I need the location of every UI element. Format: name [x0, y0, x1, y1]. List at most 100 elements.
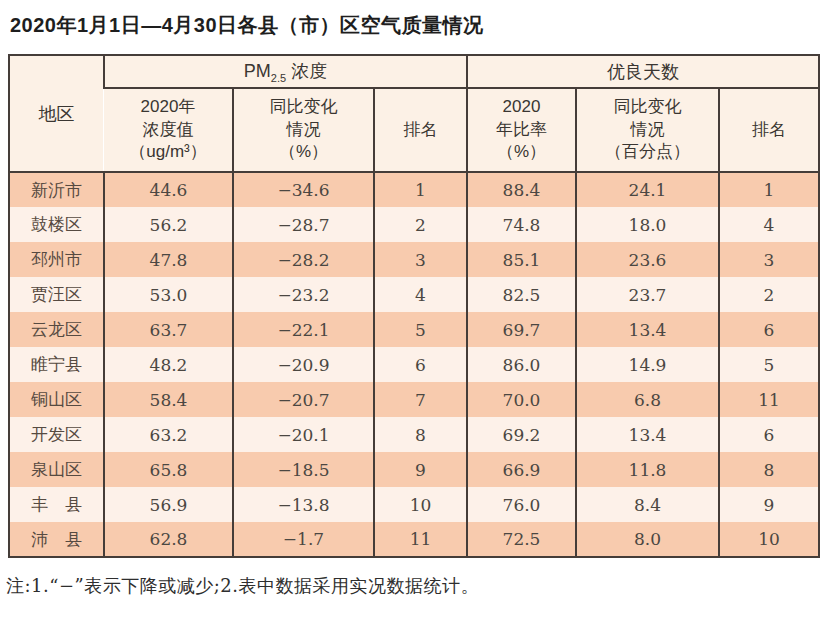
region-cell: 沛 县 [9, 522, 104, 557]
table-row: 睢宁县 48.2 −20.9 6 86.0 14.9 5 [9, 347, 819, 382]
pm-rank-cell: 6 [374, 347, 467, 382]
gd-change-cell: 23.6 [576, 242, 719, 277]
pm-change-cell: −22.1 [233, 312, 374, 347]
gd-change-cell: 24.1 [576, 172, 719, 207]
pm-value-cell: 48.2 [104, 347, 233, 382]
gd-rank-cell: 11 [719, 382, 819, 417]
table-row: 泉山区 65.8 −18.5 9 66.9 11.8 8 [9, 452, 819, 487]
pm25-prefix: PM [244, 61, 271, 81]
table-row: 鼓楼区 56.2 −28.7 2 74.8 18.0 4 [9, 207, 819, 242]
sub-header-row: 2020年 浓度值 （ug/m³） 同比变化 情况 （%） 排名 2020 年比… [9, 88, 819, 172]
gd-rank-cell: 8 [719, 452, 819, 487]
group-header-row: 地区 PM2.5 浓度 优良天数 [9, 55, 819, 88]
header-pm25-group: PM2.5 浓度 [104, 55, 467, 88]
table-row: 贾汪区 53.0 −23.2 4 82.5 23.7 2 [9, 277, 819, 312]
page: 2020年1月1日—4月30日各县（市）区空气质量情况 地区 PM2.5 浓度 … [0, 0, 825, 620]
gd-rate-cell: 85.1 [467, 242, 576, 277]
pm-value-cell: 56.2 [104, 207, 233, 242]
pm-rank-cell: 1 [374, 172, 467, 207]
header-region: 地区 [9, 55, 104, 172]
header-gooddays-group: 优良天数 [467, 55, 819, 88]
pm-rank-cell: 7 [374, 382, 467, 417]
region-cell: 泉山区 [9, 452, 104, 487]
pm-change-cell: −18.5 [233, 452, 374, 487]
table-body: 新沂市 44.6 −34.6 1 88.4 24.1 1 鼓楼区 56.2 −2… [9, 172, 819, 557]
pm-change-cell: −20.7 [233, 382, 374, 417]
table-row: 新沂市 44.6 −34.6 1 88.4 24.1 1 [9, 172, 819, 207]
pm-value-cell: 56.9 [104, 487, 233, 522]
gd-rank-cell: 1 [719, 172, 819, 207]
gd-rate-cell: 72.5 [467, 522, 576, 557]
pm-change-cell: −1.7 [233, 522, 374, 557]
pm25-subscript: 2.5 [271, 72, 286, 84]
table-row: 沛 县 62.8 −1.7 11 72.5 8.0 10 [9, 522, 819, 557]
pm-rank-cell: 2 [374, 207, 467, 242]
pm25-suffix: 浓度 [286, 61, 327, 81]
gd-rank-cell: 9 [719, 487, 819, 522]
gd-change-cell: 18.0 [576, 207, 719, 242]
region-cell: 铜山区 [9, 382, 104, 417]
pm-change-cell: −13.8 [233, 487, 374, 522]
gd-rate-cell: 70.0 [467, 382, 576, 417]
pm-rank-cell: 9 [374, 452, 467, 487]
region-cell: 邳州市 [9, 242, 104, 277]
header-pm-rank: 排名 [374, 88, 467, 172]
table-header: 地区 PM2.5 浓度 优良天数 2020年 浓度值 （ug/m³） 同比变化 … [9, 55, 819, 172]
pm-change-cell: −34.6 [233, 172, 374, 207]
pm-change-cell: −20.1 [233, 417, 374, 452]
gd-rank-cell: 5 [719, 347, 819, 382]
table-row: 丰 县 56.9 −13.8 10 76.0 8.4 9 [9, 487, 819, 522]
pm-rank-cell: 11 [374, 522, 467, 557]
pm-rank-cell: 3 [374, 242, 467, 277]
footnote: 注:1.“−”表示下降或减少;2.表中数据采用实况数据统计。 [6, 574, 825, 598]
region-cell: 丰 县 [9, 487, 104, 522]
region-cell: 开发区 [9, 417, 104, 452]
pm-rank-cell: 8 [374, 417, 467, 452]
gd-rank-cell: 2 [719, 277, 819, 312]
gd-change-cell: 14.9 [576, 347, 719, 382]
gd-rank-cell: 10 [719, 522, 819, 557]
pm-rank-cell: 4 [374, 277, 467, 312]
pm-value-cell: 63.2 [104, 417, 233, 452]
pm-change-cell: −23.2 [233, 277, 374, 312]
gd-rate-cell: 74.8 [467, 207, 576, 242]
gd-rate-cell: 88.4 [467, 172, 576, 207]
gd-rate-cell: 76.0 [467, 487, 576, 522]
region-cell: 贾汪区 [9, 277, 104, 312]
pm-rank-cell: 5 [374, 312, 467, 347]
gd-change-cell: 6.8 [576, 382, 719, 417]
pm-value-cell: 58.4 [104, 382, 233, 417]
header-gd-change: 同比变化 情况 （百分点） [576, 88, 719, 172]
gd-change-cell: 8.4 [576, 487, 719, 522]
pm-value-cell: 62.8 [104, 522, 233, 557]
pm-change-cell: −28.7 [233, 207, 374, 242]
table-row: 云龙区 63.7 −22.1 5 69.7 13.4 6 [9, 312, 819, 347]
table-row: 铜山区 58.4 −20.7 7 70.0 6.8 11 [9, 382, 819, 417]
table-row: 邳州市 47.8 −28.2 3 85.1 23.6 3 [9, 242, 819, 277]
header-gd-rank: 排名 [719, 88, 819, 172]
pm-value-cell: 65.8 [104, 452, 233, 487]
table-row: 开发区 63.2 −20.1 8 69.2 13.4 6 [9, 417, 819, 452]
pm-rank-cell: 10 [374, 487, 467, 522]
gd-rank-cell: 4 [719, 207, 819, 242]
pm-value-cell: 47.8 [104, 242, 233, 277]
header-pm-change: 同比变化 情况 （%） [233, 88, 374, 172]
pm-change-cell: −20.9 [233, 347, 374, 382]
air-quality-table: 地区 PM2.5 浓度 优良天数 2020年 浓度值 （ug/m³） 同比变化 … [8, 54, 820, 558]
gd-rate-cell: 82.5 [467, 277, 576, 312]
gd-change-cell: 13.4 [576, 417, 719, 452]
pm-value-cell: 53.0 [104, 277, 233, 312]
gd-change-cell: 13.4 [576, 312, 719, 347]
pm-value-cell: 63.7 [104, 312, 233, 347]
gd-change-cell: 8.0 [576, 522, 719, 557]
gd-change-cell: 11.8 [576, 452, 719, 487]
gd-rate-cell: 86.0 [467, 347, 576, 382]
pm-value-cell: 44.6 [104, 172, 233, 207]
gd-rate-cell: 66.9 [467, 452, 576, 487]
gd-change-cell: 23.7 [576, 277, 719, 312]
region-cell: 云龙区 [9, 312, 104, 347]
region-cell: 新沂市 [9, 172, 104, 207]
gd-rank-cell: 6 [719, 312, 819, 347]
gd-rank-cell: 3 [719, 242, 819, 277]
gd-rate-cell: 69.2 [467, 417, 576, 452]
